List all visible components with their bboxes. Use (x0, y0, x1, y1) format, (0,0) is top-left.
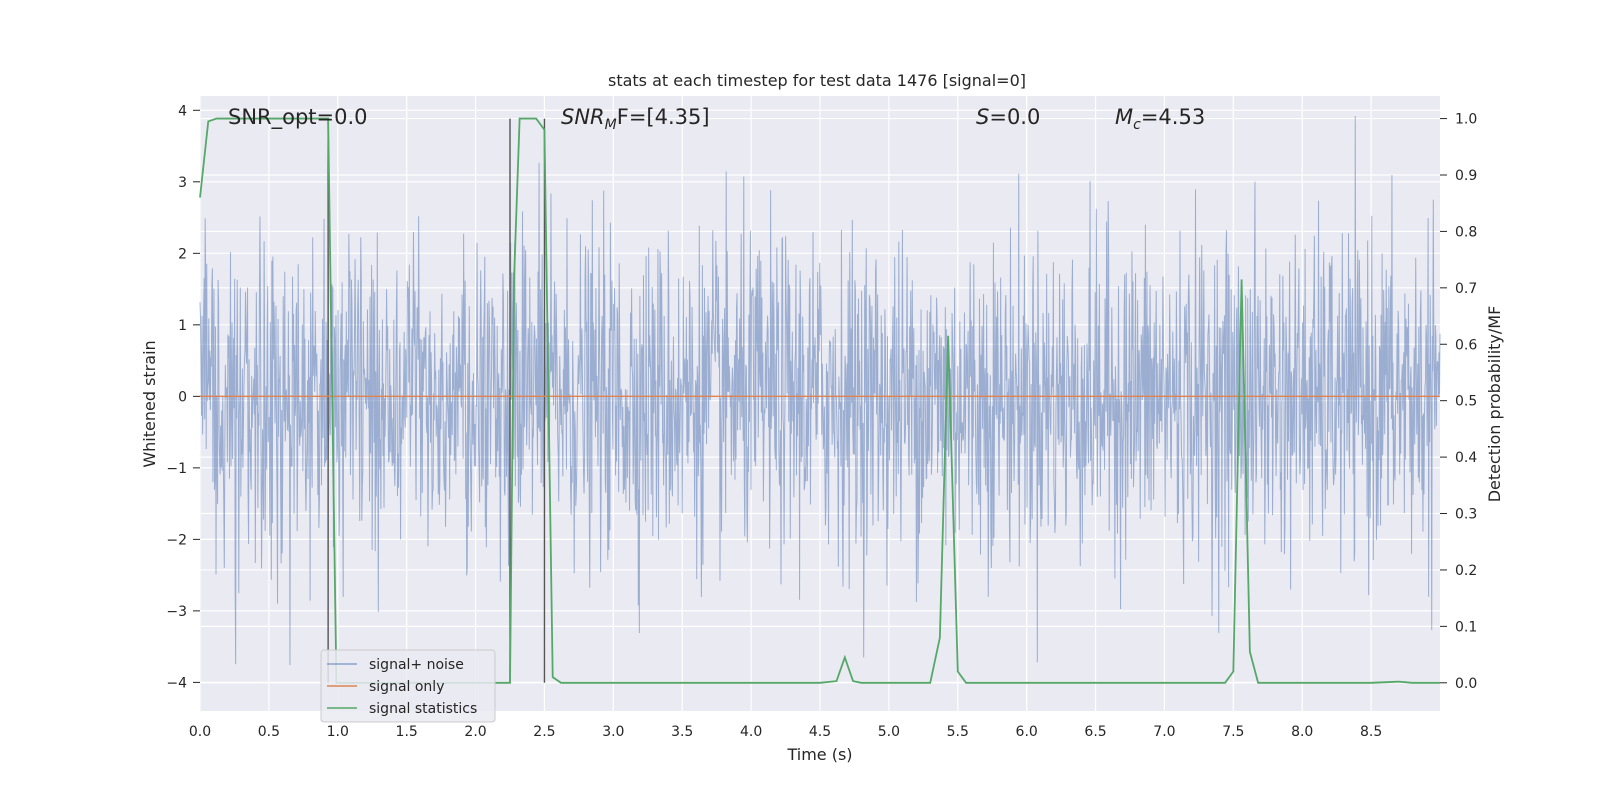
y2-tick-label: 0.7 (1455, 281, 1477, 297)
y-tick-label: −2 (166, 532, 187, 548)
y2-tick-label: 0.2 (1455, 563, 1477, 579)
x-tick-label: 1.5 (396, 724, 418, 740)
x-tick-label: 2.0 (464, 724, 486, 740)
y-tick-label: −3 (166, 604, 187, 620)
x-tick-label: 8.5 (1360, 724, 1382, 740)
x-tick-label: 0.5 (258, 724, 280, 740)
annotation-snr-mf-val: F=[4.35] (617, 105, 710, 129)
x-tick-label: 7.0 (1153, 724, 1175, 740)
y-tick-label: 3 (178, 175, 187, 191)
annotation-s: S=0.0 (976, 105, 1040, 129)
annotation-snr-opt: SNR_opt=0.0 (228, 105, 368, 130)
y2-tick-label: 0.9 (1455, 168, 1477, 184)
noise-trace (199, 116, 1441, 666)
annotation-snr-mf: SNRMF=[4.35] (561, 105, 710, 133)
y-tick-label: −4 (166, 675, 187, 691)
y-axis-label: Whitened strain (140, 340, 159, 467)
legend-label-signal-statistics: signal statistics (369, 701, 477, 717)
y2-tick-label: 0.6 (1455, 337, 1477, 353)
y2-tick-label: 0.8 (1455, 224, 1477, 240)
x-tick-label: 5.0 (878, 724, 900, 740)
vertical-markers (327, 118, 546, 683)
y2-tick-label: 0.3 (1455, 507, 1477, 523)
annotation-mc-var: M (1115, 105, 1133, 129)
x-tick-label: 0.0 (189, 724, 211, 740)
annotation-s-val: =0.0 (989, 105, 1040, 129)
x-tick-label: 3.0 (602, 724, 624, 740)
annotation-snr-mf-sub: M (605, 117, 617, 133)
y2-axis-label: Detection probability/MF (1485, 306, 1504, 503)
x-tick-label: 6.5 (1084, 724, 1106, 740)
y-tick-label: 0 (178, 389, 187, 405)
y2-tick-label: 0.5 (1455, 394, 1477, 410)
y-tick-label: 1 (178, 318, 187, 334)
y2-tick-labels: 1.0 0.9 0.8 0.7 0.6 0.5 0.4 0.3 0.2 0.1 0.0 (1440, 112, 1477, 692)
x-tick-label: 7.5 (1222, 724, 1244, 740)
series-signal-noise (199, 116, 1441, 666)
y2-tick-label: 1.0 (1455, 112, 1477, 128)
x-tick-label: 2.5 (533, 724, 555, 740)
y-tick-label: 2 (178, 246, 187, 262)
annotation-mc-val: =4.53 (1141, 105, 1205, 129)
series-signal-statistics (199, 117, 1440, 684)
annotation-mc: Mc=4.53 (1115, 105, 1205, 133)
annotation-s-var: S (976, 105, 989, 129)
legend-box (320, 649, 496, 723)
x-axis-label: Time (s) (786, 745, 852, 764)
y2-tick-label: 0.0 (1455, 676, 1477, 692)
y-tick-label: 4 (178, 103, 187, 119)
y-tick-labels: 4 3 2 1 0 −1 −2 −3 −4 (166, 103, 200, 691)
x-tick-label: 5.5 (947, 724, 969, 740)
x-tick-label: 4.5 (809, 724, 831, 740)
y2-tick-label: 0.1 (1455, 619, 1477, 635)
legend-label-signal-only: signal only (369, 679, 444, 695)
x-tick-label: 6.0 (1016, 724, 1038, 740)
x-tick-label: 1.0 (327, 724, 349, 740)
y2-tick-label: 0.4 (1455, 450, 1477, 466)
annotation-mc-sub: c (1133, 117, 1141, 133)
y-tick-label: −1 (166, 461, 187, 477)
legend-label-signal-noise: signal+ noise (369, 657, 464, 673)
x-tick-label: 4.0 (740, 724, 762, 740)
x-tick-labels: 0.0 0.5 1.0 1.5 2.0 2.5 3.0 3.5 4.0 4.5 5.0 5.5 6.0 6… (189, 724, 1382, 740)
x-tick-label: 8.0 (1291, 724, 1313, 740)
legend: signal+ noise signal only signal statist… (320, 649, 496, 723)
annotation-snr-mf-var: SNR (561, 105, 605, 129)
x-tick-label: 3.5 (671, 724, 693, 740)
chart-title: stats at each timestep for test data 147… (608, 71, 1026, 90)
